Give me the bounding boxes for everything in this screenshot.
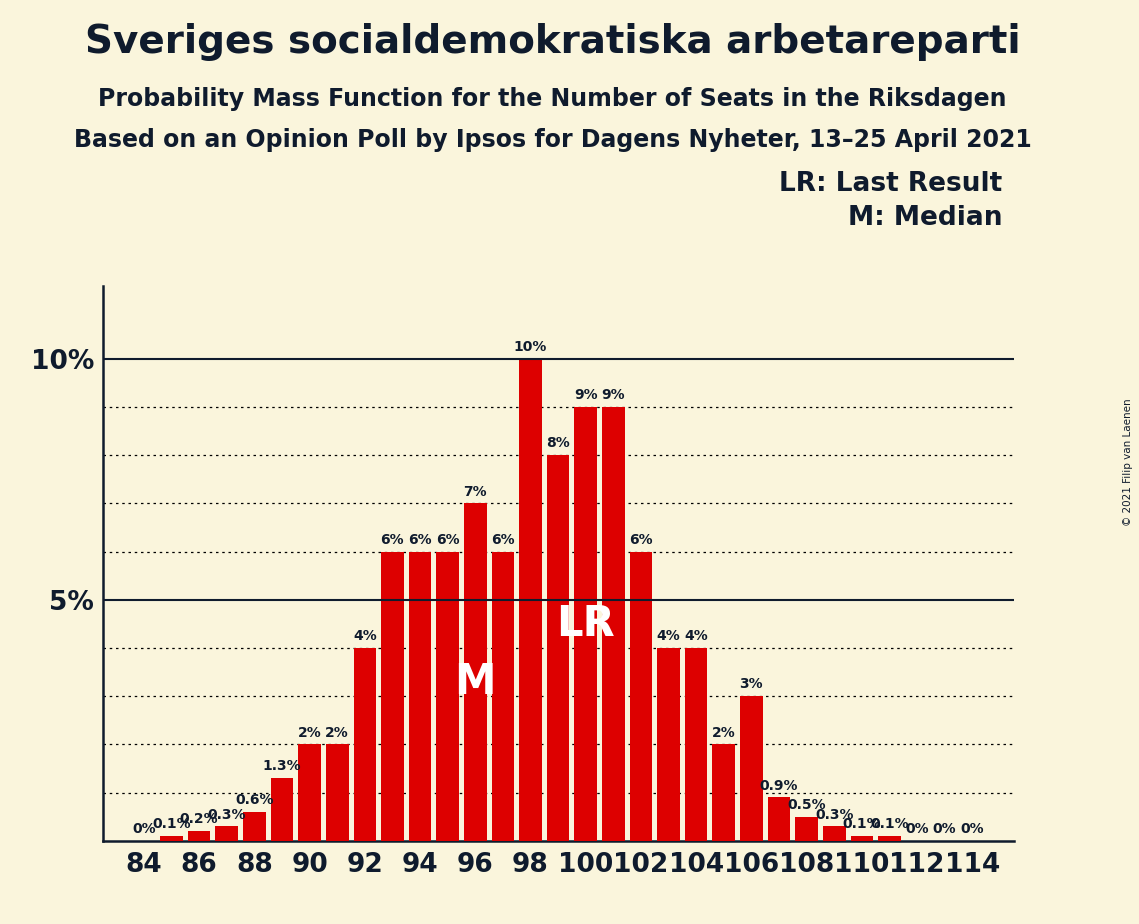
Text: 0%: 0%: [960, 822, 984, 836]
Text: 0.1%: 0.1%: [153, 817, 191, 832]
Text: 6%: 6%: [436, 533, 459, 547]
Text: 0.5%: 0.5%: [787, 798, 826, 812]
Bar: [851, 836, 874, 841]
Bar: [519, 359, 542, 841]
Text: 6%: 6%: [491, 533, 515, 547]
Bar: [713, 745, 735, 841]
Text: 6%: 6%: [408, 533, 432, 547]
Bar: [409, 552, 432, 841]
Text: LR: LR: [556, 602, 615, 645]
Text: 4%: 4%: [685, 629, 708, 643]
Text: 0%: 0%: [933, 822, 957, 836]
Bar: [630, 552, 653, 841]
Bar: [464, 504, 486, 841]
Text: 1.3%: 1.3%: [263, 760, 302, 773]
Text: Sveriges socialdemokratiska arbetareparti: Sveriges socialdemokratiska arbetarepart…: [84, 23, 1021, 61]
Text: 0.1%: 0.1%: [870, 817, 909, 832]
Text: 6%: 6%: [629, 533, 653, 547]
Text: 0.2%: 0.2%: [180, 812, 219, 826]
Bar: [215, 826, 238, 841]
Text: 2%: 2%: [326, 725, 349, 739]
Text: 9%: 9%: [601, 388, 625, 402]
Text: 7%: 7%: [464, 484, 487, 499]
Text: 2%: 2%: [712, 725, 736, 739]
Bar: [547, 456, 570, 841]
Text: 8%: 8%: [547, 436, 570, 450]
Bar: [436, 552, 459, 841]
Bar: [657, 648, 680, 841]
Text: M: M: [454, 661, 495, 703]
Text: Probability Mass Function for the Number of Seats in the Riksdagen: Probability Mass Function for the Number…: [98, 87, 1007, 111]
Bar: [382, 552, 403, 841]
Bar: [492, 552, 514, 841]
Text: 4%: 4%: [353, 629, 377, 643]
Text: 10%: 10%: [514, 340, 547, 354]
Text: 2%: 2%: [297, 725, 321, 739]
Text: 0.3%: 0.3%: [816, 808, 853, 821]
Text: 0%: 0%: [132, 822, 156, 836]
Bar: [795, 817, 818, 841]
Bar: [740, 696, 763, 841]
Bar: [298, 745, 321, 841]
Bar: [878, 836, 901, 841]
Bar: [271, 778, 294, 841]
Text: © 2021 Filip van Laenen: © 2021 Filip van Laenen: [1123, 398, 1133, 526]
Text: Based on an Opinion Poll by Ipsos for Dagens Nyheter, 13–25 April 2021: Based on an Opinion Poll by Ipsos for Da…: [74, 128, 1031, 152]
Bar: [353, 648, 376, 841]
Bar: [685, 648, 707, 841]
Bar: [822, 826, 845, 841]
Bar: [768, 797, 790, 841]
Bar: [326, 745, 349, 841]
Text: 0.9%: 0.9%: [760, 779, 798, 793]
Text: LR: Last Result: LR: Last Result: [779, 171, 1002, 197]
Text: 3%: 3%: [739, 677, 763, 691]
Text: 4%: 4%: [657, 629, 680, 643]
Text: 9%: 9%: [574, 388, 598, 402]
Bar: [574, 407, 597, 841]
Bar: [603, 407, 624, 841]
Bar: [243, 812, 265, 841]
Text: 0.1%: 0.1%: [843, 817, 882, 832]
Text: M: Median: M: Median: [847, 205, 1002, 231]
Text: 0.6%: 0.6%: [235, 793, 273, 807]
Text: 0.3%: 0.3%: [207, 808, 246, 821]
Text: 0%: 0%: [906, 822, 929, 836]
Text: 6%: 6%: [380, 533, 404, 547]
Bar: [161, 836, 183, 841]
Bar: [188, 832, 211, 841]
